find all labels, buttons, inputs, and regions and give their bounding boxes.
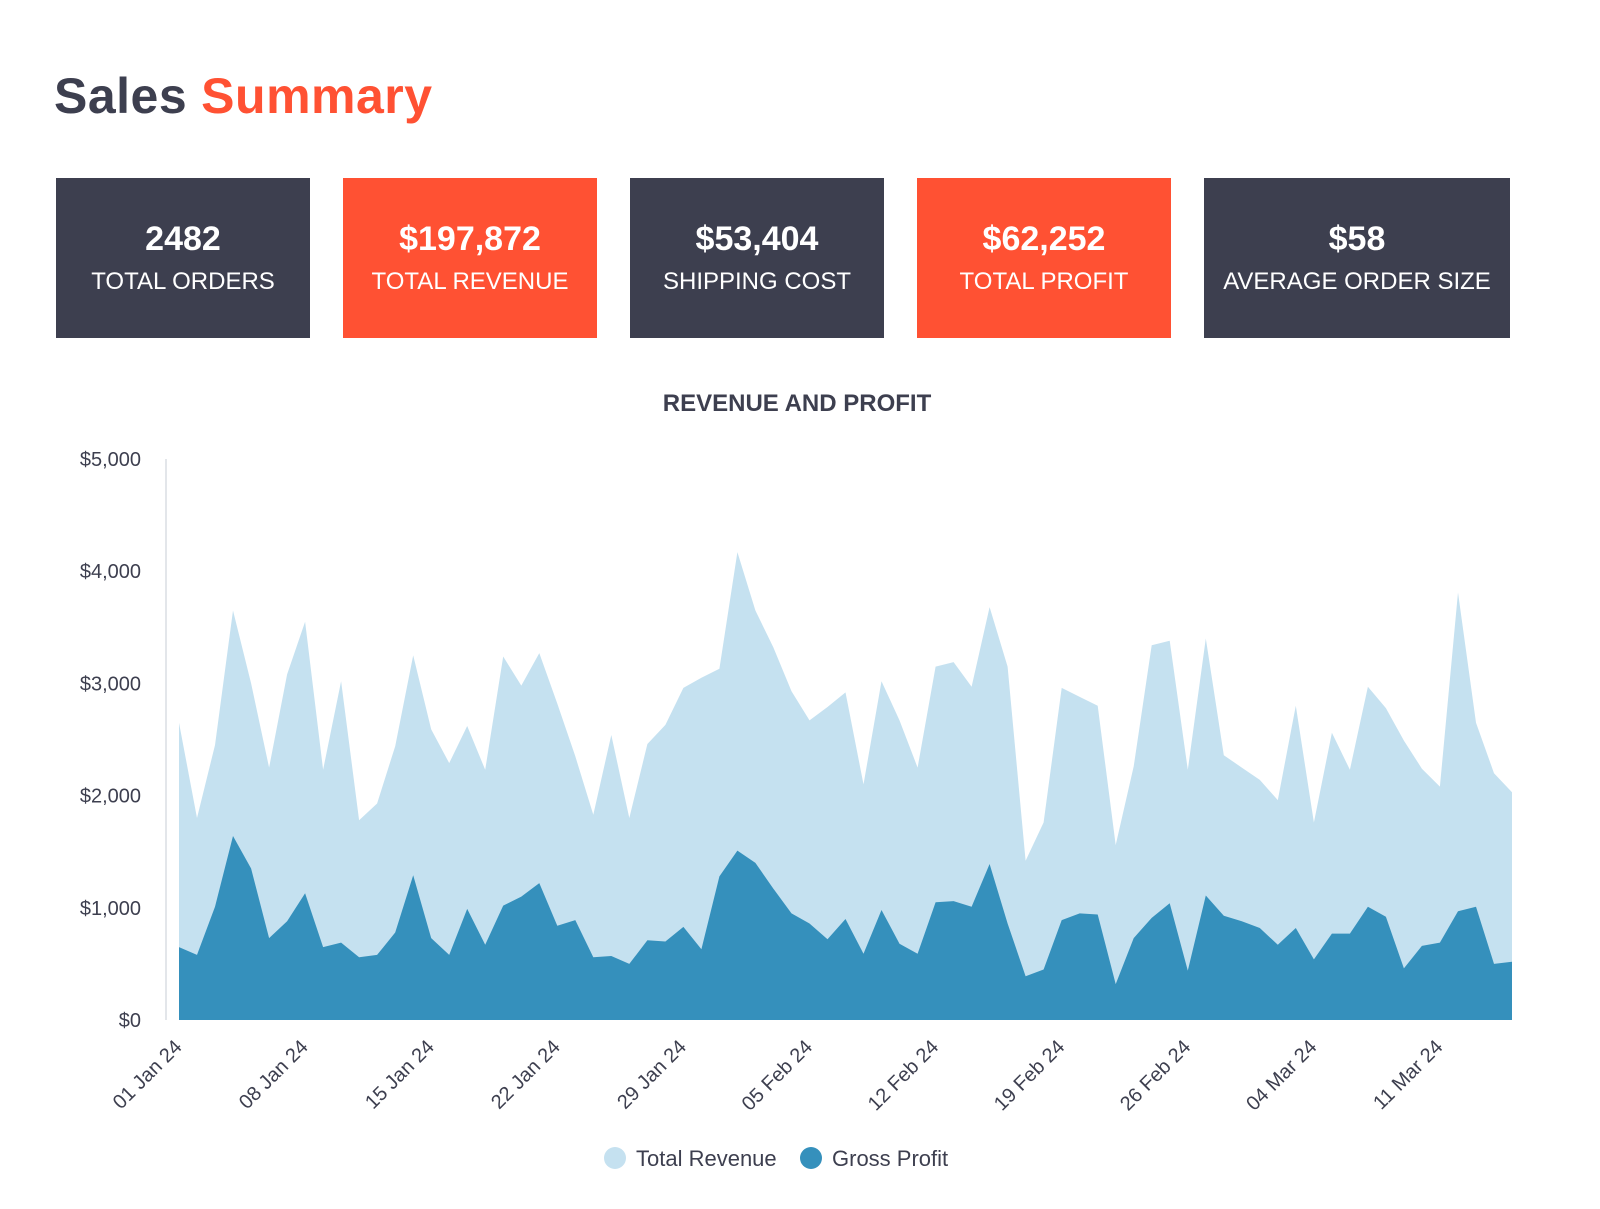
title-word-sales: Sales	[54, 68, 188, 124]
kpi-average-order-size: $58 AVERAGE ORDER SIZE	[1204, 178, 1510, 338]
x-tick-label: 12 Feb 24	[864, 1036, 943, 1115]
kpi-value: $197,872	[399, 220, 541, 259]
x-tick-label: 19 Feb 24	[990, 1036, 1069, 1115]
chart-title: REVENUE AND PROFIT	[663, 390, 932, 417]
page-title: Sales Summary	[54, 66, 433, 126]
kpi-label: AVERAGE ORDER SIZE	[1223, 267, 1491, 295]
kpi-total-profit: $62,252 TOTAL PROFIT	[917, 178, 1171, 338]
legend-swatch-total-revenue	[604, 1147, 626, 1169]
y-tick-label: $2,000	[80, 786, 141, 808]
kpi-label: TOTAL PROFIT	[959, 267, 1129, 295]
kpi-label: TOTAL ORDERS	[91, 267, 275, 295]
x-tick-label: 15 Jan 24	[361, 1036, 439, 1114]
x-tick-label: 26 Feb 24	[1116, 1036, 1195, 1115]
y-tick-label: $1,000	[80, 898, 141, 920]
kpi-value: 2482	[145, 220, 221, 259]
kpi-value: $53,404	[695, 220, 819, 259]
kpi-total-orders: 2482 TOTAL ORDERS	[56, 178, 310, 338]
legend: Total Revenue Gross Profit	[604, 1146, 948, 1171]
y-tick-label: $3,000	[80, 673, 141, 695]
title-word-summary: Summary	[201, 68, 433, 124]
x-tick-label: 22 Jan 24	[487, 1036, 565, 1114]
kpi-value: $58	[1328, 220, 1386, 259]
x-axis: 01 Jan 24 08 Jan 24 15 Jan 24 22 Jan 24 29 J…	[109, 1036, 1448, 1115]
kpi-label: TOTAL REVENUE	[371, 267, 569, 295]
x-tick-label: 04 Mar 24	[1242, 1036, 1321, 1115]
x-tick-label: 29 Jan 24	[613, 1036, 691, 1114]
x-tick-label: 11 Mar 24	[1369, 1036, 1447, 1114]
y-tick-label: $4,000	[80, 561, 141, 583]
y-tick-label: $5,000	[80, 449, 141, 471]
legend-swatch-gross-profit	[800, 1147, 822, 1169]
legend-label-gross-profit: Gross Profit	[832, 1146, 948, 1171]
x-tick-label: 05 Feb 24	[738, 1036, 817, 1115]
plot-area	[179, 552, 1512, 1020]
kpi-total-revenue: $197,872 TOTAL REVENUE	[343, 178, 597, 338]
y-axis: $0 $1,000 $2,000 $3,000 $4,000 $5,000	[80, 449, 167, 1032]
kpi-shipping-cost: $53,404 SHIPPING COST	[630, 178, 884, 338]
revenue-profit-chart: REVENUE AND PROFIT $0$1,000$2,000$3,000$…	[80, 390, 1512, 1171]
area-gross-profit	[179, 836, 1512, 1020]
y-tick-label: $0	[119, 1010, 141, 1032]
legend-label-total-revenue: Total Revenue	[636, 1146, 777, 1171]
kpi-label: SHIPPING COST	[662, 267, 852, 295]
x-tick-label: 01 Jan 24	[109, 1036, 187, 1114]
kpi-value: $62,252	[982, 220, 1106, 259]
x-tick-label: 08 Jan 24	[235, 1036, 313, 1114]
